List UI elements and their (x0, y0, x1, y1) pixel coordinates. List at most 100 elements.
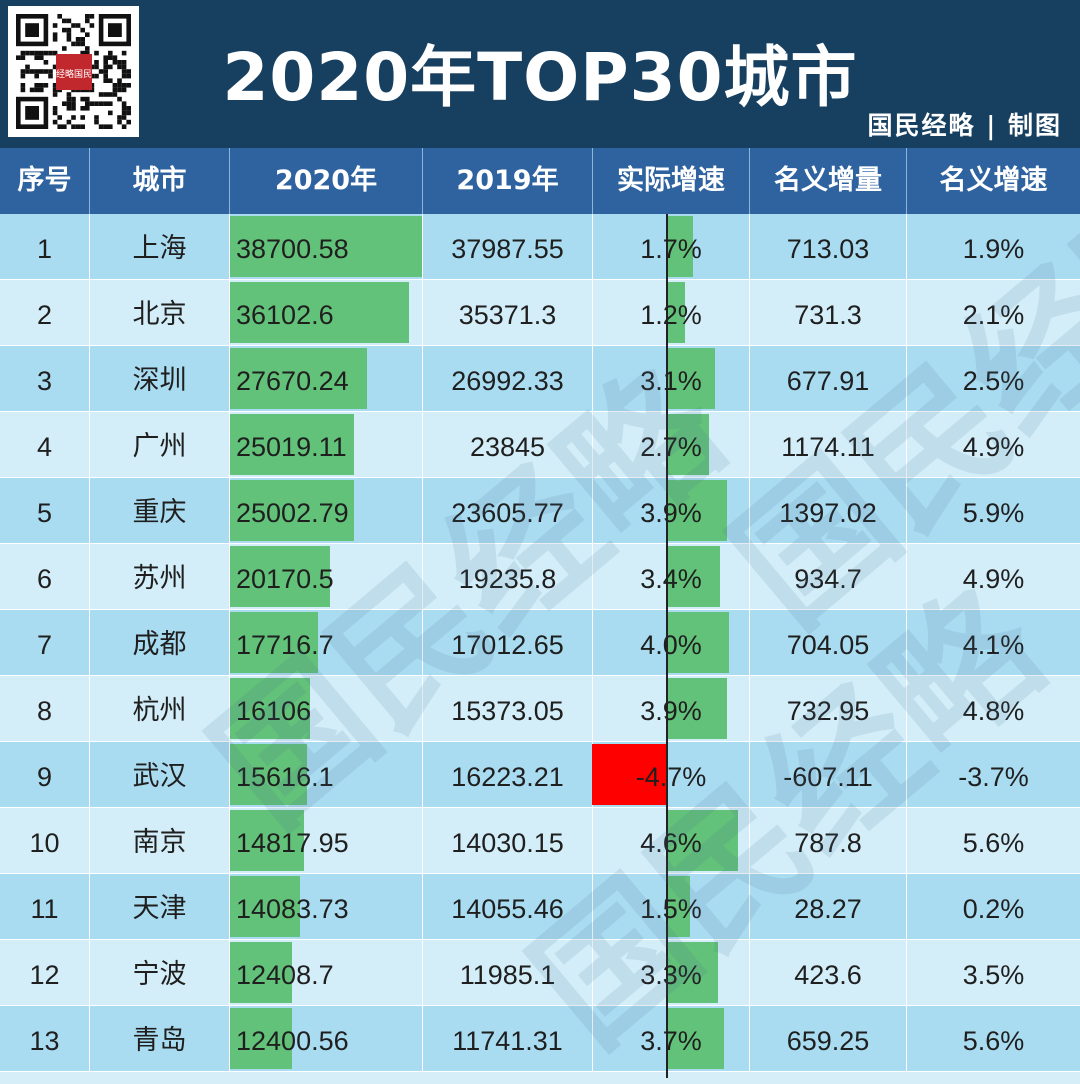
rank-cell: 8 (0, 676, 90, 741)
real-growth-bar (666, 678, 727, 739)
rank-value: 11 (30, 894, 59, 924)
rank-cell: 10 (0, 808, 90, 873)
city-name: 杭州 (132, 695, 187, 726)
gdp-2019-value: 14055.46 (451, 894, 564, 924)
gdp-2019-cell: 15373.05 (423, 676, 593, 741)
gdp-2020-value: 27670.24 (236, 366, 349, 396)
gdp-2020-value: 17716.7 (236, 630, 334, 660)
gdp-2019-value: 35371.3 (458, 300, 557, 330)
gdp-2019-cell: 26992.33 (423, 346, 593, 411)
rank-value: 4 (36, 432, 53, 462)
city-cell: 北京 (90, 280, 230, 345)
city-name: 武汉 (132, 761, 187, 792)
column-header-nominal-increase: 名义增量 (750, 148, 907, 214)
nominal-growth-value: 5.6% (962, 828, 1025, 858)
nominal-increase-value: 934.7 (794, 564, 862, 594)
real-growth-bar (592, 744, 666, 805)
nominal-increase-value: -607.11 (783, 762, 873, 792)
gdp-bar (230, 414, 354, 475)
real-growth-value: 3.7% (640, 1026, 702, 1056)
real-growth-value: 2.7% (640, 432, 702, 462)
gdp-2019-value: 37987.55 (451, 234, 564, 264)
gdp-bar (230, 1008, 292, 1069)
gdp-2020-value: 14817.95 (236, 828, 349, 858)
gdp-2019-value: 11741.31 (452, 1026, 563, 1056)
nominal-increase-value: 677.91 (786, 366, 870, 396)
nominal-growth-value: 4.9% (962, 432, 1025, 462)
city-cell: 深圳 (90, 346, 230, 411)
nominal-increase-value: 787.8 (794, 828, 862, 858)
rank-value: 5 (36, 498, 53, 528)
gdp-2020-value: 20170.5 (236, 564, 334, 594)
real-growth-cell: 4.6% (593, 808, 750, 873)
nominal-increase-value: 1174.11 (781, 432, 875, 462)
city-name: 南京 (132, 827, 187, 858)
table-header: 序号 城市 2020年 2019年 实际增速 名义增量 名义增速 (0, 148, 1080, 214)
nominal-increase-cell: 423.6 (750, 940, 907, 1005)
rank-cell: 5 (0, 478, 90, 543)
rank-value: 13 (29, 1026, 60, 1056)
city-cell: 南京 (90, 808, 230, 873)
data-table-body: 1 上海 38700.58 37987.55 1.7% 713.03 1.9% 2 北京 3610… (0, 214, 1080, 1078)
gdp-2019-value: 23845 (469, 432, 546, 462)
credit-text: 国民经略 | 制图 (867, 111, 1062, 140)
real-growth-bar (666, 942, 718, 1003)
real-growth-value: 1.5% (640, 894, 702, 924)
column-header-gdp-2020: 2020年 (230, 148, 423, 214)
gdp-2020-cell: 27670.24 (230, 346, 423, 411)
gdp-2020-value: 16106 (236, 696, 312, 726)
nominal-growth-value: 3.5% (962, 960, 1025, 990)
nominal-increase-cell: 934.7 (750, 544, 907, 609)
city-cell: 苏州 (90, 544, 230, 609)
gdp-2019-value: 17012.65 (451, 630, 564, 660)
nominal-increase-value: 28.27 (794, 894, 862, 924)
real-growth-value: 3.9% (640, 498, 702, 528)
rank-value: 9 (36, 762, 53, 792)
gdp-2019-value: 14030.15 (451, 828, 564, 858)
real-growth-cell: 1.7% (593, 214, 750, 279)
gdp-2019-cell: 19235.8 (423, 544, 593, 609)
gdp-2019-cell: 14055.46 (423, 874, 593, 939)
nominal-increase-value: 423.6 (794, 960, 862, 990)
rank-cell: 13 (0, 1006, 90, 1071)
city-name: 重庆 (132, 497, 187, 528)
nominal-growth-cell: 5.9% (907, 478, 1080, 543)
nominal-growth-value: 2.5% (962, 366, 1025, 396)
gdp-2019-cell: 35371.3 (423, 280, 593, 345)
nominal-growth-value: 2.1% (962, 300, 1025, 330)
nominal-growth-cell: 1.9% (907, 214, 1080, 279)
table-row: 13 青岛 12400.56 11741.31 3.7% 659.25 5.6% (0, 1006, 1080, 1072)
real-growth-bar (666, 612, 729, 673)
table-row: 7 成都 17716.7 17012.65 4.0% 704.05 4.1% (0, 610, 1080, 676)
nominal-increase-cell: 28.27 (750, 874, 907, 939)
nominal-growth-value: 5.9% (962, 498, 1025, 528)
city-cell: 武汉 (90, 742, 230, 807)
nominal-increase-cell: 677.91 (750, 346, 907, 411)
nominal-growth-cell: 5.6% (907, 808, 1080, 873)
real-growth-bar (666, 480, 727, 541)
city-name: 深圳 (132, 365, 187, 396)
gdp-bar (230, 216, 422, 277)
gdp-bar (230, 876, 300, 937)
gdp-2020-value: 12400.56 (236, 1026, 349, 1056)
title-banner: 经略国民 2020年TOP30城市 国民经略 | 制图 (0, 0, 1080, 148)
gdp-bar (230, 282, 409, 343)
nominal-growth-cell: 4.1% (907, 610, 1080, 675)
gdp-bar (230, 546, 330, 607)
gdp-2019-cell: 23605.77 (423, 478, 593, 543)
city-name: 苏州 (132, 563, 187, 594)
nominal-growth-value: 0.2% (962, 894, 1025, 924)
nominal-growth-cell: 2.5% (907, 346, 1080, 411)
nominal-increase-cell: 731.3 (750, 280, 907, 345)
table-row: 9 武汉 15616.1 16223.21 -4.7% -607.11 -3.7% (0, 742, 1080, 808)
nominal-increase-value: 713.03 (786, 234, 870, 264)
gdp-2020-value: 36102.6 (236, 300, 334, 330)
table-row: 4 广州 25019.11 23845 2.7% 1174.11 4.9% (0, 412, 1080, 478)
real-growth-cell: 2.7% (593, 412, 750, 477)
rank-cell: 7 (0, 610, 90, 675)
rank-value: 1 (36, 234, 53, 264)
gdp-2019-value: 19235.8 (458, 564, 557, 594)
city-cell: 天津 (90, 874, 230, 939)
qr-code-graphic: 经略国民 (16, 14, 131, 129)
qr-code[interactable]: 经略国民 (8, 6, 139, 137)
